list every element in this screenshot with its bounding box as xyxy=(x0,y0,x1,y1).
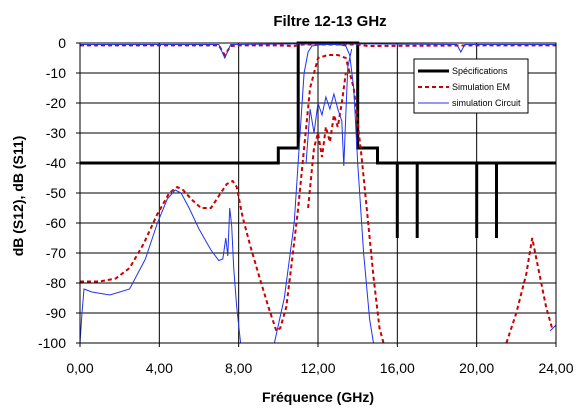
y-tick-label: -50 xyxy=(46,185,66,201)
x-tick-label: 12,00 xyxy=(300,360,335,376)
x-tick-label: 16,00 xyxy=(380,360,415,376)
legend: Spécifications Simulation EM simulation Ci… xyxy=(413,58,529,114)
y-tick-label: -90 xyxy=(46,305,66,321)
x-tick-label: 0,00 xyxy=(66,360,93,376)
series-line-simulation-circuit xyxy=(80,189,242,344)
x-tick-label: 4,00 xyxy=(146,360,173,376)
x-axis-title: Fréquence (GHz) xyxy=(262,389,374,405)
x-tick-label: 24,00 xyxy=(538,360,573,376)
series-line-simulation-em xyxy=(505,237,553,344)
y-tick-label: 0 xyxy=(58,35,66,51)
y-tick-label: -20 xyxy=(46,95,66,111)
series-line-simulation-circuit xyxy=(273,44,374,344)
series-line-simulation-circuit xyxy=(305,48,353,167)
legend-label-simulation-em: Simulation EM xyxy=(452,82,510,92)
y-tick-label: -30 xyxy=(46,125,66,141)
series-line-simulation-em xyxy=(80,54,385,344)
x-tick-label: 20,00 xyxy=(459,360,494,376)
series-line-simulation-em xyxy=(80,43,556,57)
series-line-simulation-circuit xyxy=(80,43,556,60)
y-tick-label: -60 xyxy=(46,215,66,231)
chart-title: Filtre 12-13 GHz xyxy=(273,13,386,30)
y-tick-label: -70 xyxy=(46,245,66,261)
y-axis-title: dB (S12), dB (S11) xyxy=(10,136,26,257)
x-tick-label: 8,00 xyxy=(225,360,252,376)
y-tick-label: -80 xyxy=(46,275,66,291)
series-line-simulation-circuit xyxy=(549,324,556,332)
y-tick-label: -100 xyxy=(38,335,66,351)
y-tick-label: -10 xyxy=(46,65,66,81)
legend-label-simulation-circuit: simulation Circuit xyxy=(452,98,521,108)
y-tick-label: -40 xyxy=(46,155,66,171)
legend-label-specifications: Spécifications xyxy=(452,66,508,76)
